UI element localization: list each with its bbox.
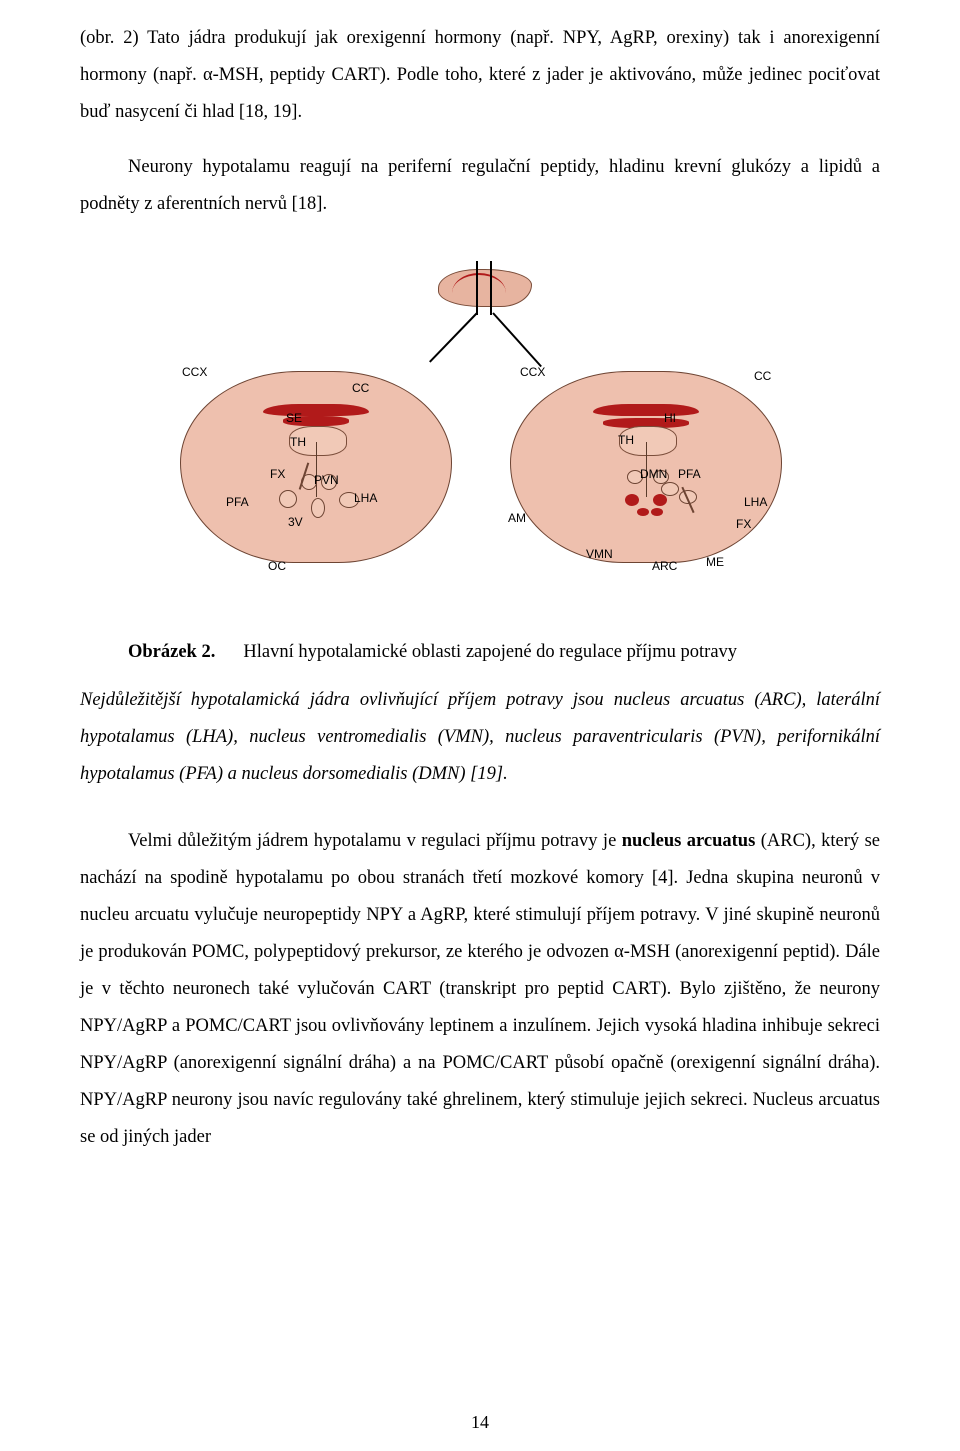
pfa-nucleus xyxy=(279,490,297,508)
label-cc-r: CC xyxy=(754,369,771,383)
vmn-nucleus-l xyxy=(625,494,639,506)
label-me: ME xyxy=(706,555,724,569)
label-lha-l: LHA xyxy=(354,491,377,505)
document-page: (obr. 2) Tato jádra produkují jak orexig… xyxy=(0,0,960,1451)
paragraph-3-prefix: Velmi důležitým jádrem hypotalamu v regu… xyxy=(128,831,622,851)
lead-line-left xyxy=(429,312,478,362)
label-th-l: TH xyxy=(290,435,306,449)
label-hi: HI xyxy=(664,411,676,425)
ccx-right-mark xyxy=(429,378,443,384)
figure-caption-label: Obrázek 2. xyxy=(128,638,215,668)
label-arc: ARC xyxy=(652,559,677,573)
paragraph-3: Velmi důležitým jádrem hypotalamu v regu… xyxy=(80,823,880,1156)
label-fx-r: FX xyxy=(736,517,751,531)
arc-nucleus-r xyxy=(651,508,663,516)
label-fx-l: FX xyxy=(270,467,285,481)
brain-sagittal-icon xyxy=(430,263,540,311)
section-plane-2 xyxy=(490,261,492,315)
cc-band-right xyxy=(593,404,699,416)
lead-line-right xyxy=(492,312,542,367)
label-pfa-r: PFA xyxy=(678,467,701,481)
label-ccx-r: CCX xyxy=(520,365,545,379)
paragraph-2: Neurony hypotalamu reagují na periferní … xyxy=(80,149,880,223)
label-cc-l: CC xyxy=(352,381,369,395)
figure-caption-text: Hlavní hypotalamické oblasti zapojené do… xyxy=(243,638,737,668)
label-th-r: TH xyxy=(618,433,634,447)
label-dmn: DMN xyxy=(640,467,667,481)
figure-image: CCX CC SE TH FX PVN LHA PFA 3V OC xyxy=(150,263,810,603)
label-am: AM xyxy=(508,511,526,525)
label-lha-r: LHA xyxy=(744,495,767,509)
figure-2: CCX CC SE TH FX PVN LHA PFA 3V OC xyxy=(80,263,880,608)
pfa-nucleus-r xyxy=(661,482,679,496)
section-plane-1 xyxy=(476,261,478,315)
label-ccx-l: CCX xyxy=(182,365,207,379)
arc-nucleus-l xyxy=(637,508,649,516)
label-se: SE xyxy=(286,411,302,425)
paragraph-3-bold: nucleus arcuatus xyxy=(622,831,756,851)
coronal-section-right: CCX CC HI TH DMN PFA LHA FX AM VMN ARC M… xyxy=(500,363,790,573)
paragraph-1: (obr. 2) Tato jádra produkují jak orexig… xyxy=(80,20,880,131)
label-pfa-l: PFA xyxy=(226,495,249,509)
figure-caption-body: Nejdůležitější hypotalamická jádra ovliv… xyxy=(80,682,880,793)
cc-band-left xyxy=(263,404,369,416)
coronal-section-left: CCX CC SE TH FX PVN LHA PFA 3V OC xyxy=(170,363,460,573)
label-pvn: PVN xyxy=(314,473,339,487)
paragraph-3-suffix: (ARC), který se nachází na spodině hypot… xyxy=(80,831,880,1147)
3v-ventricle xyxy=(311,498,325,518)
page-number: 14 xyxy=(0,1412,960,1433)
figure-caption: Obrázek 2. Hlavní hypotalamické oblasti … xyxy=(128,638,880,668)
label-oc: OC xyxy=(268,559,286,573)
vmn-nucleus-r xyxy=(653,494,667,506)
brain-outline-left xyxy=(180,371,452,563)
label-3v: 3V xyxy=(288,515,303,529)
label-vmn: VMN xyxy=(586,547,613,561)
